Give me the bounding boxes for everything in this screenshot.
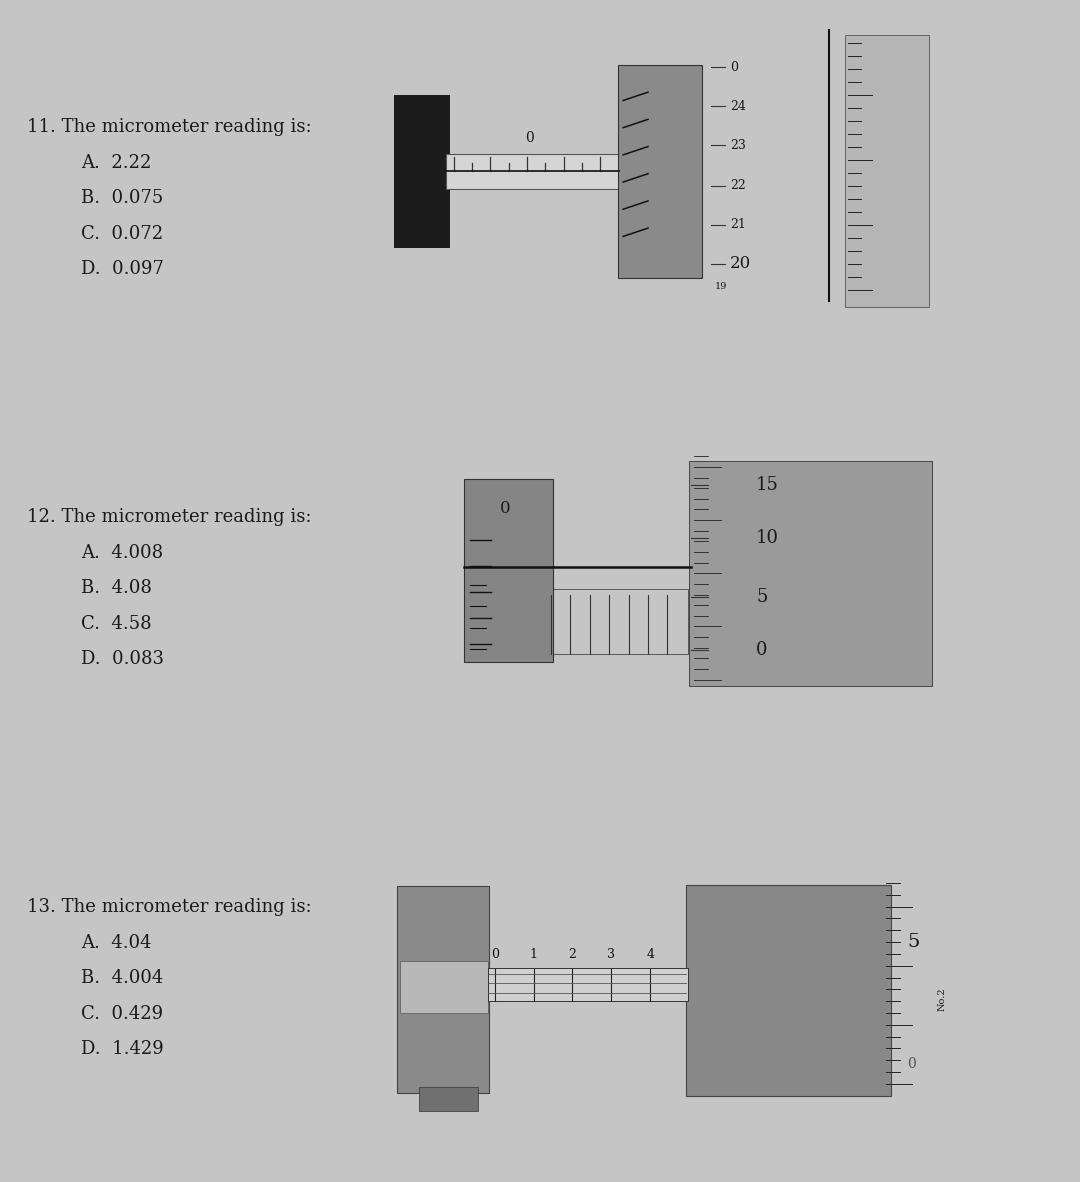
Text: 11. The micrometer reading is:: 11. The micrometer reading is: [27,118,312,136]
Text: 2: 2 [568,948,577,961]
Text: 0: 0 [490,948,499,961]
Text: 23: 23 [730,139,746,151]
Bar [488,968,688,1001]
Bar [686,885,891,1096]
Text: D.  1.429: D. 1.429 [81,1040,164,1058]
Text: 22: 22 [730,180,746,191]
Bar [545,589,688,654]
Text: No.2: No.2 [937,987,946,1011]
Text: 3: 3 [607,948,616,961]
Text: B.  4.004: B. 4.004 [81,969,163,987]
Text: 5: 5 [756,587,768,606]
Bar [446,154,621,189]
Bar [419,1087,478,1111]
Text: A.  4.04: A. 4.04 [81,934,151,952]
Text: 4: 4 [646,948,654,961]
Text: 0: 0 [907,1057,916,1071]
Text: B.  4.08: B. 4.08 [81,579,152,597]
Text: D.  0.097: D. 0.097 [81,260,164,278]
Text: A.  4.008: A. 4.008 [81,544,163,561]
Bar [689,461,932,686]
Bar [397,886,489,1093]
Text: 10: 10 [756,528,779,547]
Text: A.  2.22: A. 2.22 [81,154,151,171]
Bar [400,961,488,1013]
Text: 20: 20 [730,255,752,272]
Bar [845,35,929,307]
Text: C.  0.429: C. 0.429 [81,1005,163,1022]
Text: C.  0.072: C. 0.072 [81,225,163,242]
Text: 1: 1 [529,948,538,961]
Bar [394,95,450,248]
Text: D.  0.083: D. 0.083 [81,650,164,668]
Text: 0: 0 [500,500,511,517]
Text: 19: 19 [715,281,727,291]
Text: 12. The micrometer reading is:: 12. The micrometer reading is: [27,508,311,526]
Text: 21: 21 [730,219,746,230]
Text: 0: 0 [756,641,768,660]
Text: 0: 0 [730,61,738,73]
Text: 24: 24 [730,100,746,112]
Bar [618,65,702,278]
Bar [464,479,553,662]
Text: 15: 15 [756,475,779,494]
Text: B.  0.075: B. 0.075 [81,189,163,207]
Text: C.  4.58: C. 4.58 [81,615,151,632]
Text: 0: 0 [525,131,534,145]
Text: 13. The micrometer reading is:: 13. The micrometer reading is: [27,898,312,916]
Text: 5: 5 [907,933,919,952]
